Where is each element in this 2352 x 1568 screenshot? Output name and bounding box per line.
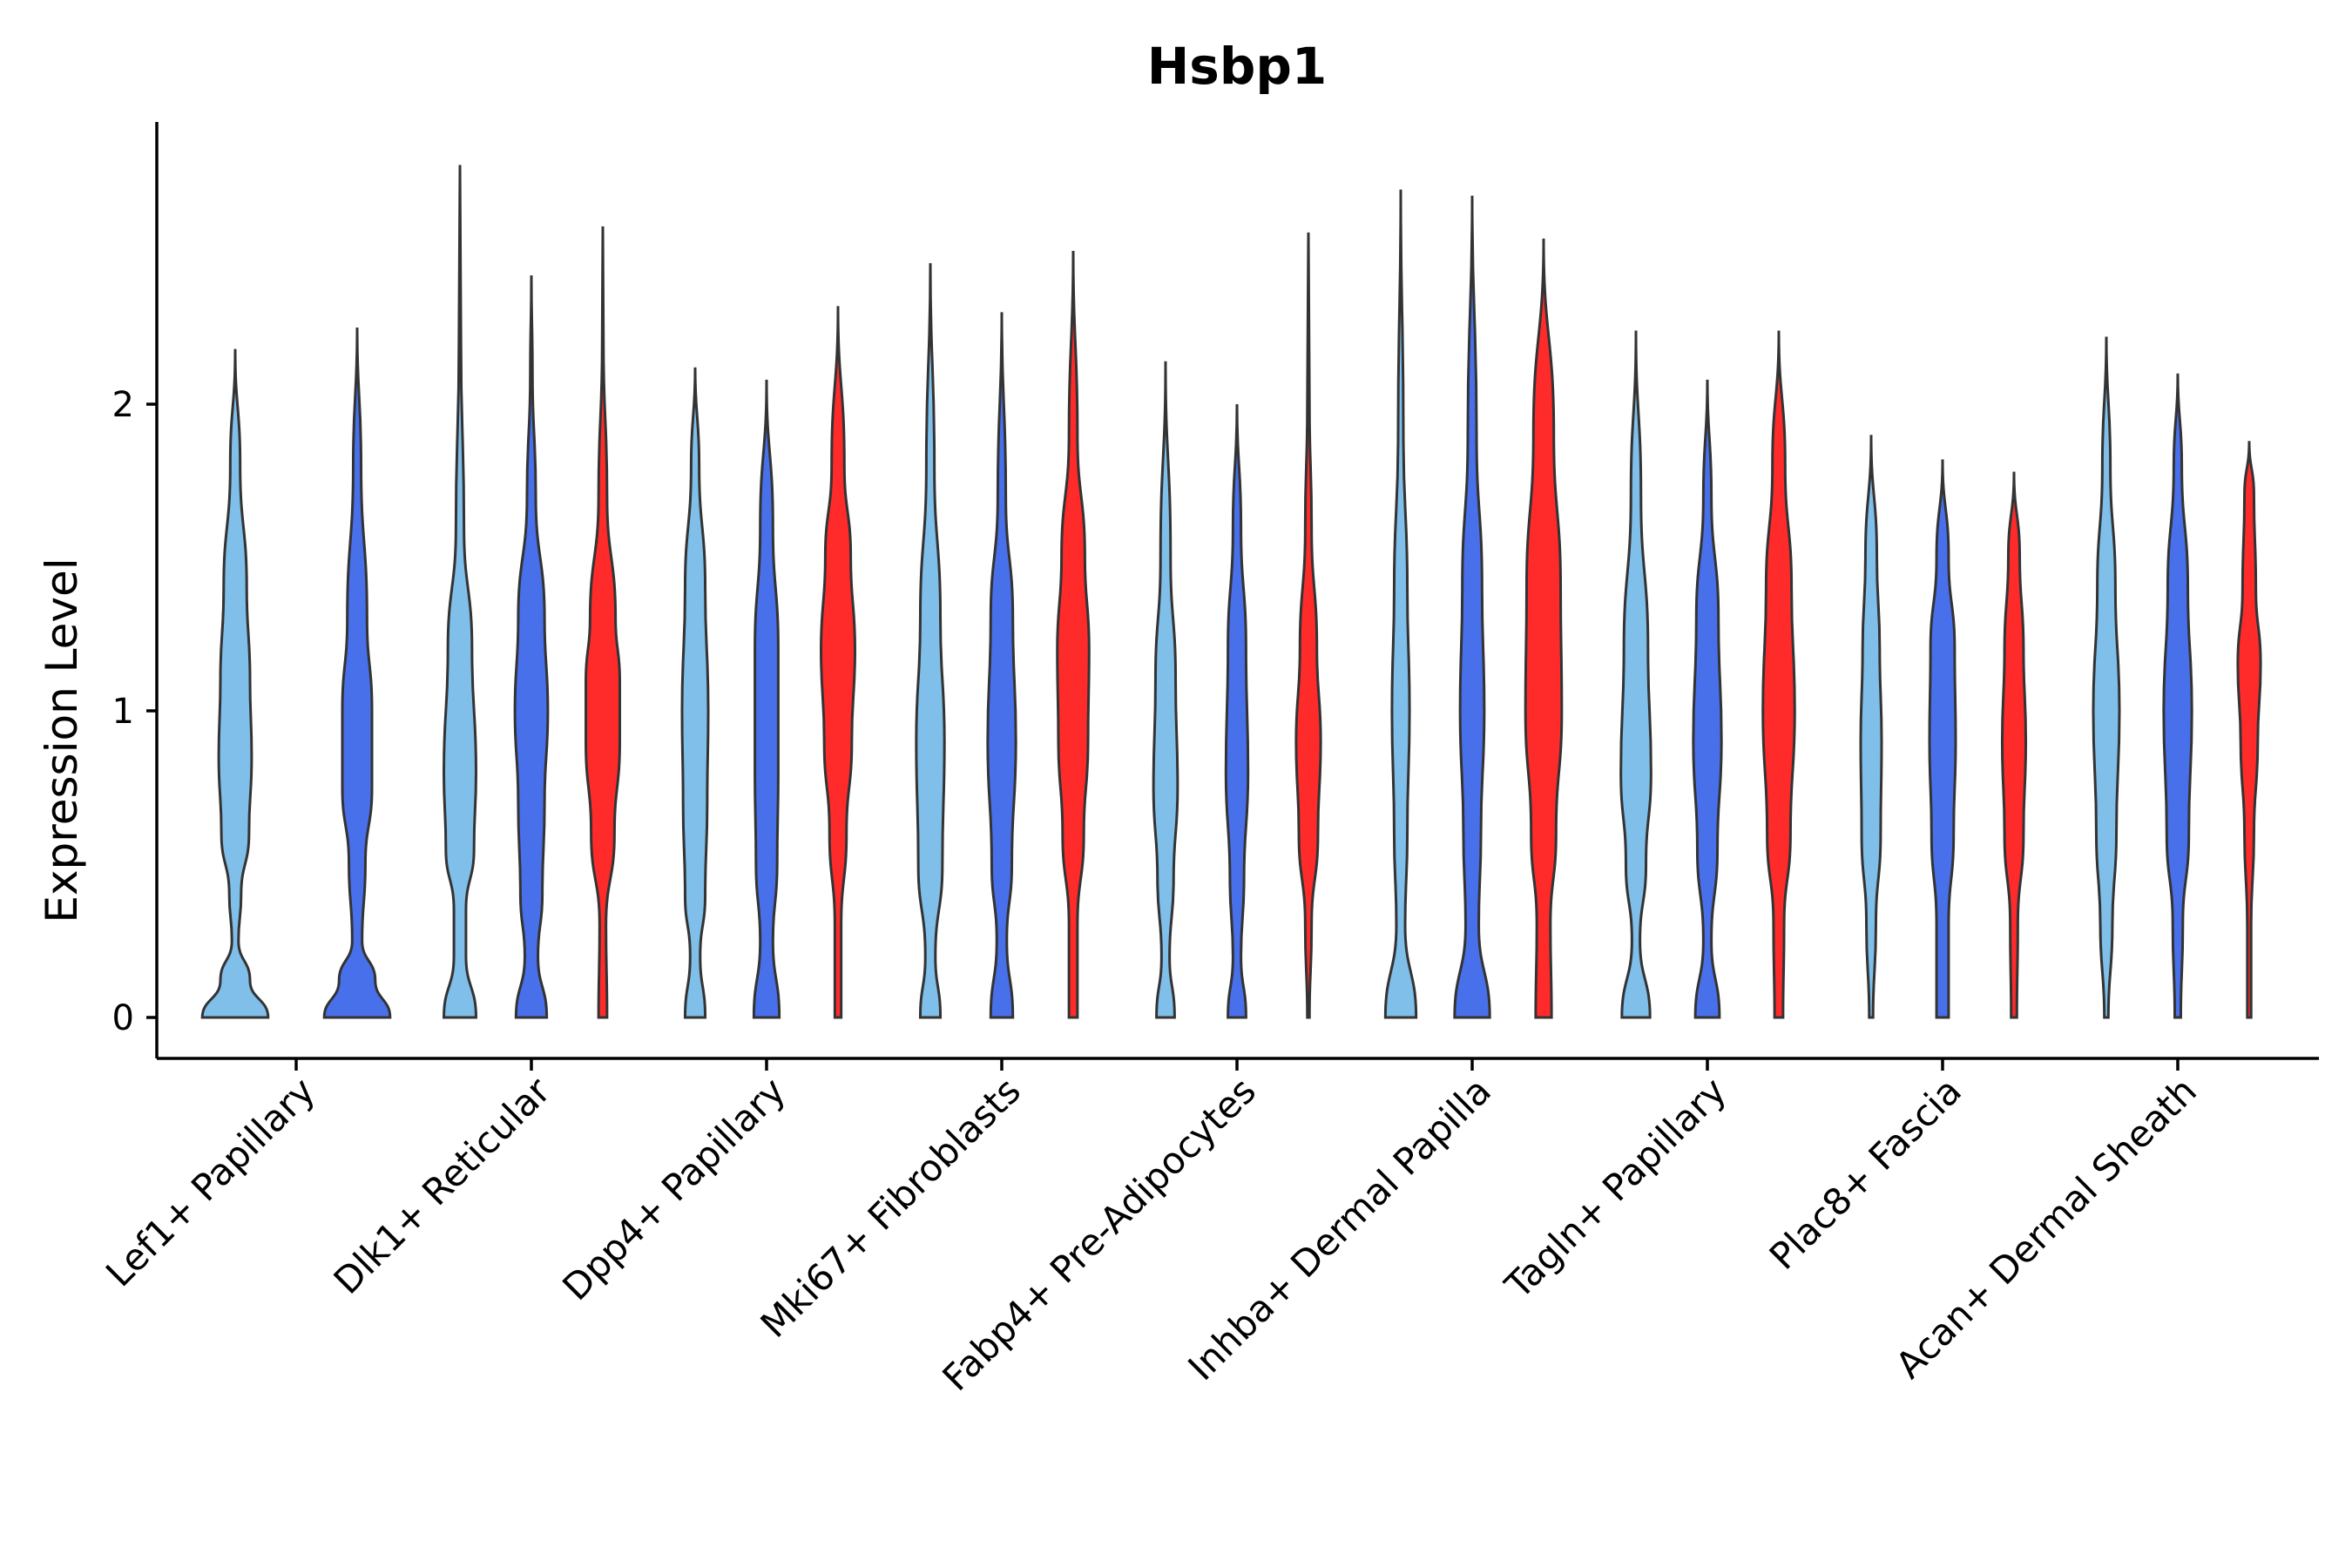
violin-2-g2 [513,275,550,1019]
x-tick-label: Mki67+ Fibroblasts [753,1069,1029,1345]
y-axis-ticks: 0 1 2 [112,385,157,1038]
violin-4-g1 [915,263,946,1019]
violin-7-g1 [1619,330,1652,1019]
violin-9-g2 [2162,373,2193,1019]
violin-8-g1 [1859,435,1883,1019]
chart-title: Hsbp1 [1147,37,1327,96]
y-axis-label: Expression Level [37,558,87,923]
violin-7-g2 [1692,379,1723,1019]
violin-3-g3 [820,306,856,1019]
violin-2-g1 [443,165,477,1019]
violin-4-g2 [986,312,1017,1019]
violin-9-g3 [2236,441,2262,1019]
violin-1-g1 [200,348,270,1019]
violin-9-g1 [2092,336,2121,1019]
violin-5-g1 [1152,361,1179,1019]
y-tick-label: 1 [112,692,134,732]
violin-4-g3 [1056,250,1091,1019]
x-tick-label: Dpp4+ Papillary [554,1069,794,1308]
y-tick-label: 0 [112,998,134,1038]
y-tick-label: 2 [112,385,134,425]
x-tick-label: Dlk1+ Reticular [326,1069,559,1302]
violin-1-g2 [322,327,392,1019]
violin-8-g3 [2000,471,2028,1019]
violin-6-g1 [1383,189,1418,1019]
x-tick-label: Tagln+ Papillary [1497,1069,1734,1307]
violin-6-g3 [1524,238,1564,1019]
violin-6-g2 [1453,195,1491,1019]
violin-5-g2 [1224,403,1250,1019]
violin-3-g1 [680,367,710,1019]
violin-5-g3 [1294,232,1322,1019]
violin-8-g2 [1928,459,1957,1019]
violin-3-g2 [752,379,781,1019]
x-tick-label: Lef1+ Papillary [98,1069,323,1294]
violin-7-g3 [1761,330,1796,1019]
violin-plot-area [200,165,2262,1019]
x-tick-label: Plac8+ Fascia [1761,1069,1970,1277]
violin-2-g3 [585,226,621,1019]
